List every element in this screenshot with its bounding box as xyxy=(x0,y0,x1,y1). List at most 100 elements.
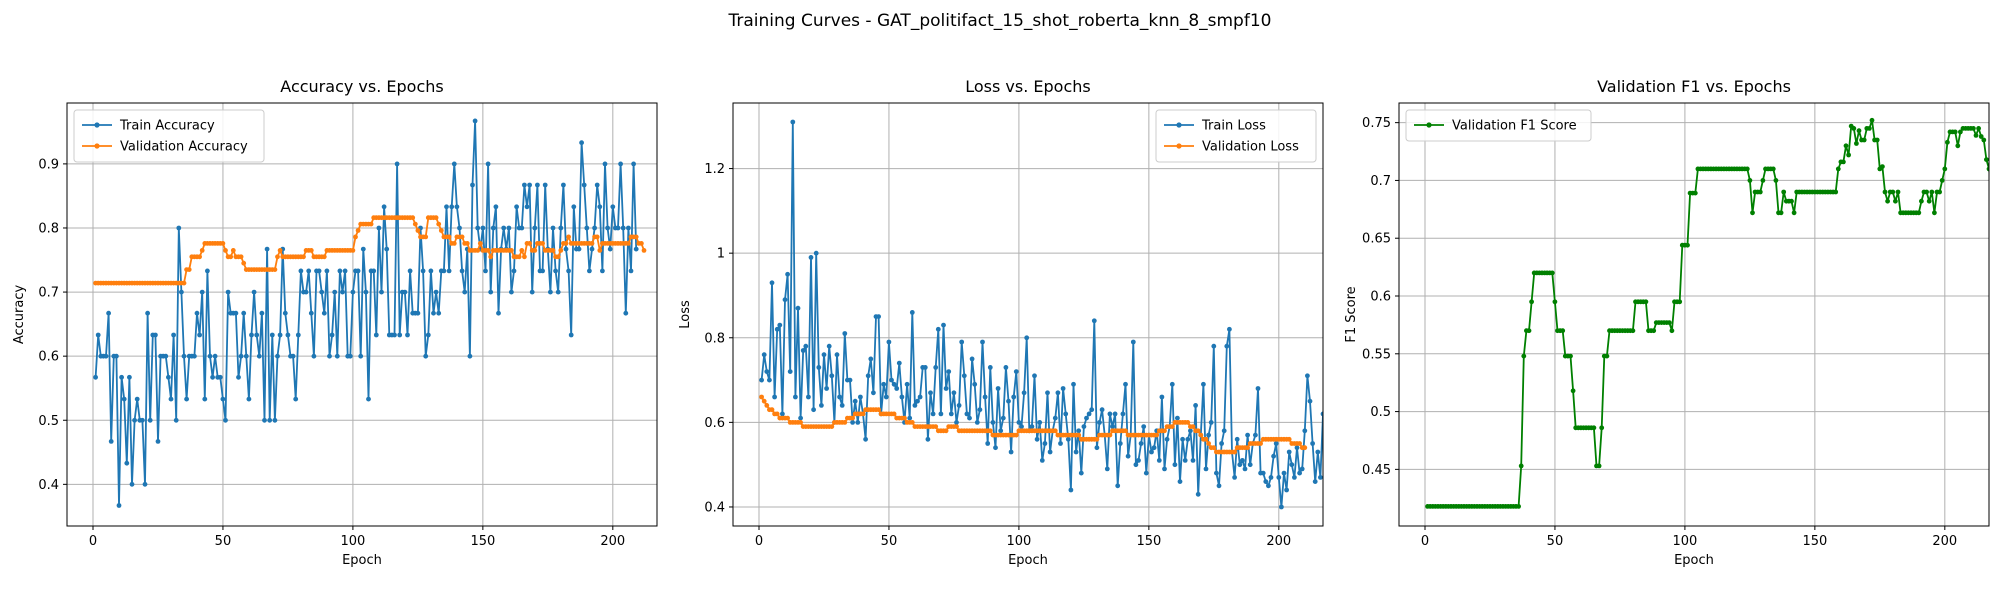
data-point xyxy=(891,411,897,417)
data-point xyxy=(415,310,421,316)
data-point xyxy=(1136,458,1141,463)
data-point xyxy=(785,415,790,421)
series-validation-loss xyxy=(759,394,1308,455)
data-point xyxy=(1021,390,1027,396)
data-point xyxy=(1013,432,1019,438)
data-point xyxy=(808,255,814,260)
data-point xyxy=(1206,432,1211,438)
data-point xyxy=(1843,143,1849,149)
data-point xyxy=(594,182,600,188)
chart-title: Loss vs. Epochs xyxy=(965,77,1090,96)
data-point xyxy=(529,289,535,295)
data-point xyxy=(1214,470,1219,476)
series-validation-f1-score xyxy=(1425,117,1989,509)
data-point xyxy=(876,407,881,413)
data-point xyxy=(1916,210,1922,216)
data-point xyxy=(1302,428,1308,434)
data-point xyxy=(332,289,338,295)
data-point xyxy=(1112,411,1118,417)
data-point xyxy=(759,377,764,383)
data-point xyxy=(852,398,858,404)
y-tick-label: 0.5 xyxy=(1370,405,1391,420)
data-point xyxy=(980,339,985,345)
data-point xyxy=(759,394,764,400)
legend-marker xyxy=(94,143,100,149)
data-point xyxy=(485,248,491,253)
data-point xyxy=(446,268,452,274)
data-point xyxy=(1932,210,1937,216)
data-point xyxy=(1123,381,1128,387)
data-point xyxy=(969,356,975,362)
data-point xyxy=(329,332,335,338)
data-point xyxy=(881,381,887,387)
data-point xyxy=(1232,449,1237,455)
data-point xyxy=(1591,425,1597,431)
data-point xyxy=(228,254,234,260)
data-point xyxy=(1276,475,1282,480)
data-point xyxy=(1016,420,1022,425)
data-point xyxy=(1003,365,1009,370)
data-point xyxy=(290,353,296,359)
data-point xyxy=(262,417,267,423)
data-point xyxy=(166,374,171,380)
data-point xyxy=(1185,420,1191,425)
data-point xyxy=(1076,428,1082,434)
x-tick-label: 100 xyxy=(340,534,365,549)
data-point xyxy=(470,182,475,188)
data-point xyxy=(1188,428,1193,434)
data-point xyxy=(894,386,900,391)
data-point xyxy=(327,353,332,359)
data-point xyxy=(282,310,288,316)
data-point xyxy=(1255,386,1261,391)
data-point xyxy=(1266,483,1271,489)
data-point xyxy=(1193,403,1198,408)
data-point xyxy=(488,254,494,260)
data-point xyxy=(1224,343,1230,349)
data-point xyxy=(225,289,231,295)
data-point xyxy=(1856,128,1862,134)
data-point xyxy=(532,248,538,253)
data-point xyxy=(1570,388,1576,394)
data-point xyxy=(1279,504,1284,510)
data-point xyxy=(1596,463,1602,469)
data-point xyxy=(1297,441,1302,446)
data-point xyxy=(587,268,592,274)
data-point xyxy=(1221,428,1227,434)
data-point xyxy=(561,182,566,188)
data-point xyxy=(1526,328,1532,334)
data-point xyxy=(397,332,403,338)
data-point xyxy=(798,415,803,421)
data-point xyxy=(922,365,928,370)
data-point xyxy=(876,314,881,319)
data-point xyxy=(412,221,418,227)
data-point xyxy=(1958,129,1963,135)
y-tick-label: 1 xyxy=(717,247,725,262)
data-point xyxy=(472,118,478,124)
data-point xyxy=(868,356,874,362)
data-point xyxy=(223,417,228,423)
data-point xyxy=(954,420,959,425)
data-point xyxy=(1247,462,1253,468)
data-point xyxy=(928,390,933,396)
data-point xyxy=(1516,504,1521,509)
data-point xyxy=(1081,424,1087,429)
data-point xyxy=(212,353,218,359)
data-point xyxy=(641,248,647,253)
y-tick-label: 0.55 xyxy=(1362,347,1391,362)
data-point xyxy=(1747,178,1753,183)
data-point xyxy=(584,225,590,231)
data-point xyxy=(790,119,796,125)
data-point xyxy=(475,248,481,253)
data-point xyxy=(1310,441,1315,446)
x-tick-label: 0 xyxy=(89,534,97,549)
y-tick-label: 0.75 xyxy=(1362,116,1391,131)
data-point xyxy=(1882,189,1888,195)
data-point xyxy=(129,481,135,487)
data-point xyxy=(891,381,897,387)
data-point xyxy=(459,234,465,240)
legend: Train Accuracy Validation Accuracy xyxy=(73,109,265,163)
x-tick-label: 0 xyxy=(1421,534,1429,549)
data-point xyxy=(207,353,213,359)
data-point xyxy=(811,407,816,413)
data-point xyxy=(1302,445,1308,451)
